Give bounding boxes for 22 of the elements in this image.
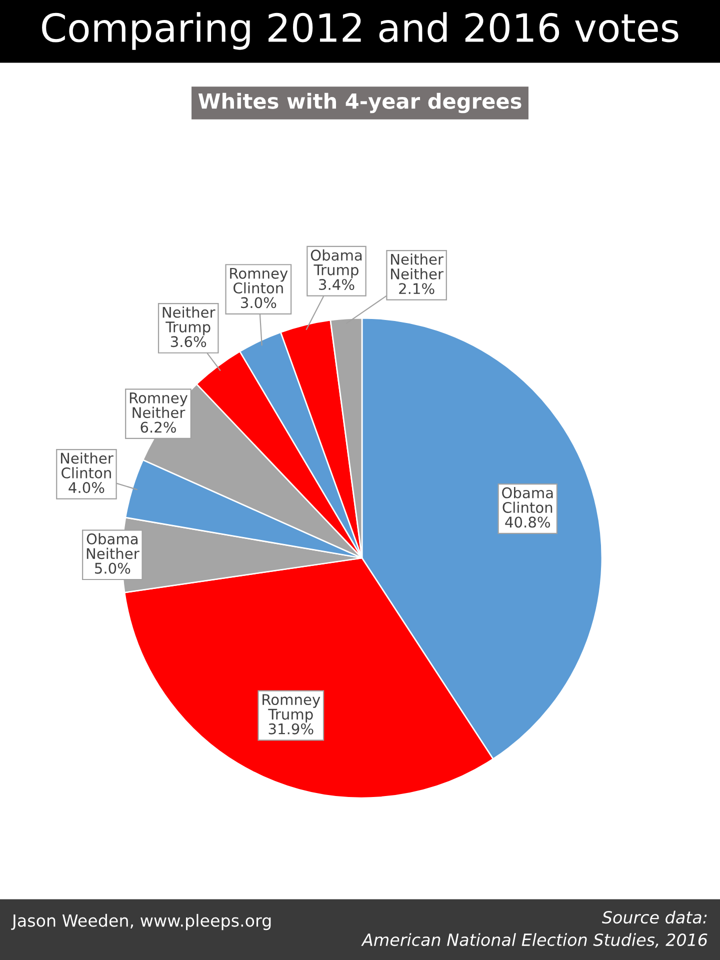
text: Jason Weeden, www.pleeps.org xyxy=(11,914,271,930)
data-label: 5.0% xyxy=(95,562,130,574)
data-label: 40.8% xyxy=(505,516,550,528)
slice-label: Neither Neither xyxy=(391,253,444,280)
slice-label: Romney Clinton xyxy=(230,268,288,294)
slice-label: Obama Trump xyxy=(310,249,362,278)
data-label: 6.2% xyxy=(140,422,176,433)
slice-label: Neither Trump xyxy=(162,306,216,336)
data-label: 2.1% xyxy=(399,283,434,294)
source-note: Source data: American National Election Studies, 2016 xyxy=(361,910,708,948)
data-label: 3.0% xyxy=(241,297,276,308)
slice-label: Obama Clinton xyxy=(502,487,553,513)
data-label: 4.0% xyxy=(68,482,104,494)
slice-label: Obama Neither xyxy=(86,533,140,560)
slice-label: Neither Clinton xyxy=(60,452,114,478)
slice-label: Romney Neither xyxy=(130,392,188,418)
chart-title: Comparing 2012 and 2016 votes xyxy=(42,12,678,50)
slice-label: Romney Trump xyxy=(262,694,320,723)
chart-subtitle: Whites with 4-year degrees xyxy=(198,92,522,114)
data-label: 3.6% xyxy=(170,336,206,348)
data-label: 3.4% xyxy=(319,279,354,290)
data-label: 31.9% xyxy=(268,723,314,734)
